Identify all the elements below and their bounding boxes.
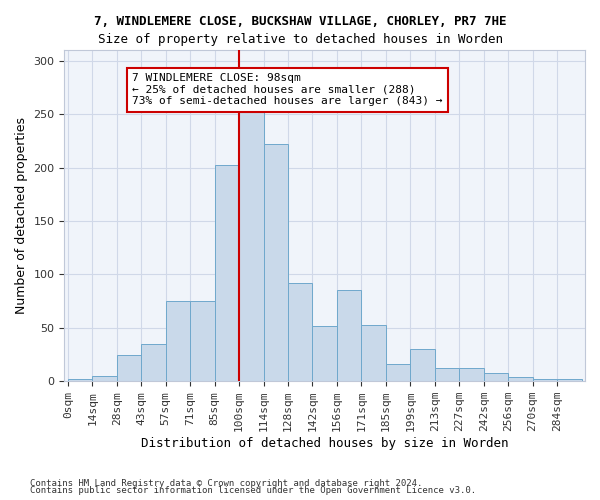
Bar (239, 112, 263, 381)
Bar (166, 301, 190, 381)
Bar (484, 372, 508, 381)
Bar (92, 376, 117, 381)
Bar (533, 379, 557, 381)
Bar (386, 364, 410, 381)
Bar (68, 379, 92, 381)
Bar (410, 349, 435, 381)
Bar (557, 379, 581, 381)
Bar (337, 290, 361, 381)
Bar (508, 377, 533, 381)
Text: Size of property relative to detached houses in Worden: Size of property relative to detached ho… (97, 32, 503, 46)
Bar (313, 326, 337, 381)
Bar (215, 166, 239, 381)
Bar (141, 344, 166, 381)
Text: 7 WINDLEMERE CLOSE: 98sqm
← 25% of detached houses are smaller (288)
73% of semi: 7 WINDLEMERE CLOSE: 98sqm ← 25% of detac… (132, 73, 443, 106)
Bar (190, 301, 215, 381)
X-axis label: Distribution of detached houses by size in Worden: Distribution of detached houses by size … (141, 437, 508, 450)
Bar (263, 144, 288, 381)
Bar (459, 368, 484, 381)
Bar (435, 368, 459, 381)
Bar (288, 283, 313, 381)
Text: Contains public sector information licensed under the Open Government Licence v3: Contains public sector information licen… (30, 486, 476, 495)
Y-axis label: Number of detached properties: Number of detached properties (15, 117, 28, 314)
Bar (361, 324, 386, 381)
Text: Contains HM Land Registry data © Crown copyright and database right 2024.: Contains HM Land Registry data © Crown c… (30, 478, 422, 488)
Text: 7, WINDLEMERE CLOSE, BUCKSHAW VILLAGE, CHORLEY, PR7 7HE: 7, WINDLEMERE CLOSE, BUCKSHAW VILLAGE, C… (94, 15, 506, 28)
Bar (117, 354, 141, 381)
